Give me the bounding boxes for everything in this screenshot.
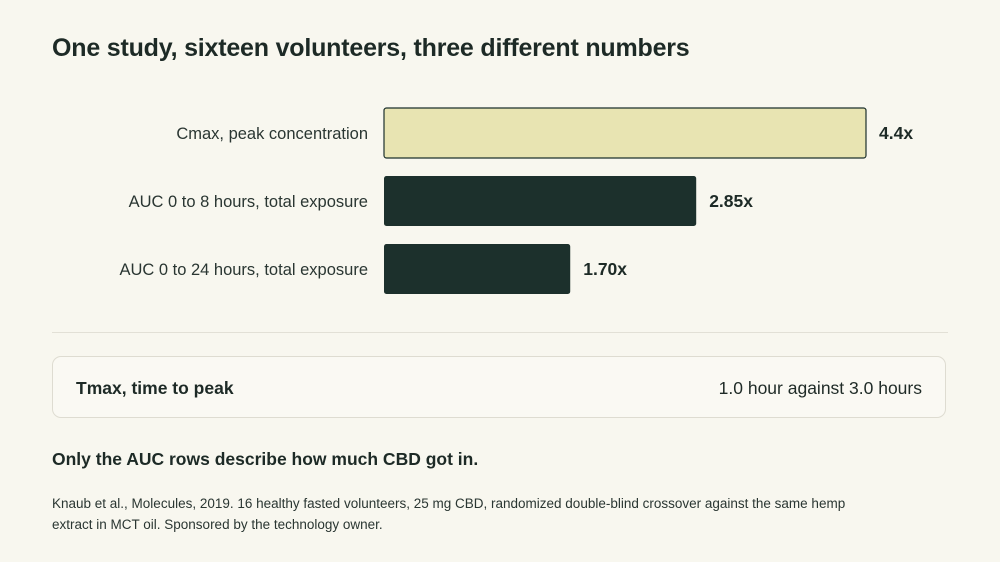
- bar-auc-0-to-24-hours-total-exposure: [384, 244, 571, 294]
- tmax-value: 1.0 hour against 3.0 hours: [718, 378, 922, 398]
- tmax-label: Tmax, time to peak: [76, 378, 234, 398]
- source-note: Knaub et al., Molecules, 2019. 16 health…: [52, 496, 846, 532]
- value-label-cmax-peak-concentration: 4.4x: [879, 123, 913, 143]
- bar-auc-0-to-8-hours-total-exposure: [384, 176, 697, 226]
- value-label-auc-0-to-8-hours-total-exposure: 2.85x: [709, 191, 753, 211]
- bar-cmax-peak-concentration: [383, 107, 867, 159]
- takeaway-text: Only the AUC rows describe how much CBD …: [52, 449, 479, 469]
- value-label-auc-0-to-24-hours-total-exposure: 1.70x: [583, 259, 627, 279]
- category-label-auc-0-to-8-hours-total-exposure: AUC 0 to 8 hours, total exposure: [129, 193, 368, 211]
- tmax-card: Tmax, time to peak 1.0 hour against 3.0 …: [52, 356, 946, 418]
- category-label-auc-0-to-24-hours-total-exposure: AUC 0 to 24 hours, total exposure: [119, 261, 368, 279]
- chart-title: One study, sixteen volunteers, three dif…: [52, 34, 690, 62]
- divider: [52, 332, 948, 333]
- bar-chart: Cmax, peak concentration 4.4x AUC 0 to 8 h…: [119, 107, 913, 294]
- category-label-cmax-peak-concentration: Cmax, peak concentration: [176, 125, 368, 143]
